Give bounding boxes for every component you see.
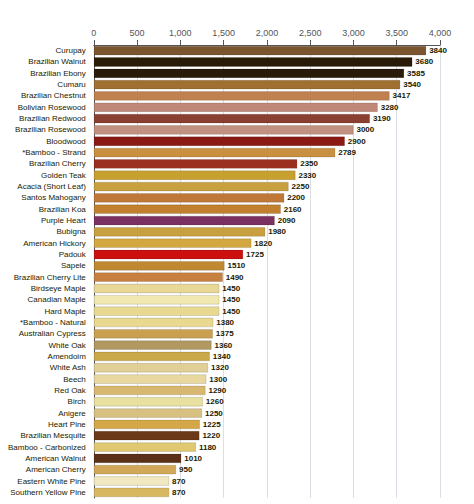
svg-text:3417: 3417 <box>393 91 411 100</box>
svg-text:Brazilian Walnut: Brazilian Walnut <box>28 57 86 66</box>
svg-text:Padouk: Padouk <box>59 250 87 259</box>
svg-text:3280: 3280 <box>381 103 399 112</box>
svg-text:Bamboo - Carbonized: Bamboo - Carbonized <box>8 443 86 452</box>
svg-text:*Bamboo - Natural: *Bamboo - Natural <box>20 318 86 327</box>
svg-text:1980: 1980 <box>268 227 286 236</box>
svg-text:Bubigna: Bubigna <box>56 227 86 236</box>
svg-text:1820: 1820 <box>254 239 272 248</box>
svg-text:Birdseye Maple: Birdseye Maple <box>31 284 87 293</box>
svg-text:Sapele: Sapele <box>61 261 86 270</box>
svg-text:Acacia (Short Leaf): Acacia (Short Leaf) <box>17 182 86 191</box>
svg-text:1320: 1320 <box>211 363 229 372</box>
svg-text:Beech: Beech <box>63 375 86 384</box>
svg-text:1450: 1450 <box>222 284 240 293</box>
svg-text:3000: 3000 <box>356 125 374 134</box>
svg-text:950: 950 <box>179 465 193 474</box>
svg-text:500: 500 <box>130 28 145 38</box>
svg-text:Birch: Birch <box>68 397 86 406</box>
svg-text:2350: 2350 <box>300 159 318 168</box>
svg-text:Purple Heart: Purple Heart <box>41 216 87 225</box>
svg-text:Eastern White Pine: Eastern White Pine <box>17 477 86 486</box>
svg-text:Brazilian Mesquite: Brazilian Mesquite <box>20 431 86 440</box>
svg-text:2250: 2250 <box>292 182 310 191</box>
svg-text:2200: 2200 <box>287 193 305 202</box>
svg-text:Hard Maple: Hard Maple <box>44 307 86 316</box>
svg-text:1510: 1510 <box>228 261 246 270</box>
svg-text:2090: 2090 <box>278 216 296 225</box>
svg-text:Red Oak: Red Oak <box>54 386 87 395</box>
svg-text:1300: 1300 <box>209 375 227 384</box>
svg-text:White Ash: White Ash <box>50 363 86 372</box>
svg-text:3190: 3190 <box>373 114 391 123</box>
svg-text:1010: 1010 <box>184 454 202 463</box>
svg-text:Curupay: Curupay <box>56 46 86 55</box>
svg-text:3,000: 3,000 <box>342 28 365 38</box>
svg-text:1375: 1375 <box>216 329 234 338</box>
svg-text:1450: 1450 <box>222 295 240 304</box>
svg-text:2900: 2900 <box>348 137 366 146</box>
svg-text:Brazilian Cherry Lite: Brazilian Cherry Lite <box>14 273 87 282</box>
svg-text:870: 870 <box>172 488 186 497</box>
svg-text:3540: 3540 <box>403 80 421 89</box>
svg-text:2789: 2789 <box>338 148 356 157</box>
svg-text:Brazilian Cherry: Brazilian Cherry <box>29 159 86 168</box>
svg-text:Santos Mahogany: Santos Mahogany <box>21 193 86 202</box>
svg-text:Brazilian Chestnut: Brazilian Chestnut <box>21 91 87 100</box>
svg-text:Canadian Maple: Canadian Maple <box>28 295 87 304</box>
svg-text:1380: 1380 <box>216 318 234 327</box>
svg-text:Amendoim: Amendoim <box>48 352 87 361</box>
svg-text:1450: 1450 <box>222 307 240 316</box>
svg-text:3,500: 3,500 <box>385 28 408 38</box>
svg-text:Bloodwood: Bloodwood <box>46 137 86 146</box>
svg-text:1290: 1290 <box>208 386 226 395</box>
svg-text:0: 0 <box>91 28 96 38</box>
svg-text:American Hickory: American Hickory <box>23 239 86 248</box>
svg-text:*Bamboo - Strand: *Bamboo - Strand <box>22 148 86 157</box>
svg-text:1180: 1180 <box>199 443 217 452</box>
svg-text:4,000: 4,000 <box>429 28 452 38</box>
svg-text:Brazilian Redwood: Brazilian Redwood <box>19 114 86 123</box>
svg-text:Brazilian Rosewood: Brazilian Rosewood <box>15 125 86 134</box>
svg-text:Southern Yellow Pine: Southern Yellow Pine <box>10 488 86 497</box>
svg-text:American Cherry: American Cherry <box>26 465 86 474</box>
svg-text:Brazilian Ebony: Brazilian Ebony <box>30 69 86 78</box>
svg-text:1725: 1725 <box>246 250 264 259</box>
svg-text:3585: 3585 <box>407 69 425 78</box>
svg-text:2,500: 2,500 <box>299 28 322 38</box>
svg-text:Heart Pine: Heart Pine <box>48 420 86 429</box>
svg-text:1225: 1225 <box>203 420 221 429</box>
svg-text:Brazilian Koa: Brazilian Koa <box>39 205 87 214</box>
svg-text:White Oak: White Oak <box>48 341 86 350</box>
svg-text:Bolivian Rosewood: Bolivian Rosewood <box>18 103 86 112</box>
svg-text:1260: 1260 <box>206 397 224 406</box>
svg-text:Anigere: Anigere <box>58 409 86 418</box>
svg-text:3840: 3840 <box>429 46 447 55</box>
svg-text:Australian Cypress: Australian Cypress <box>19 329 86 338</box>
svg-text:2160: 2160 <box>284 205 302 214</box>
svg-text:870: 870 <box>172 477 186 486</box>
svg-text:American Walnut: American Walnut <box>25 454 86 463</box>
svg-text:3680: 3680 <box>415 57 433 66</box>
svg-text:1,000: 1,000 <box>169 28 192 38</box>
svg-text:1,500: 1,500 <box>212 28 235 38</box>
svg-text:1250: 1250 <box>205 409 223 418</box>
svg-text:Cumaru: Cumaru <box>57 80 85 89</box>
svg-text:Golden Teak: Golden Teak <box>41 171 87 180</box>
svg-text:1340: 1340 <box>213 352 231 361</box>
svg-text:2,000: 2,000 <box>256 28 279 38</box>
svg-text:1220: 1220 <box>202 431 220 440</box>
svg-text:1360: 1360 <box>215 341 233 350</box>
svg-text:2330: 2330 <box>298 171 316 180</box>
svg-text:1490: 1490 <box>226 273 244 282</box>
